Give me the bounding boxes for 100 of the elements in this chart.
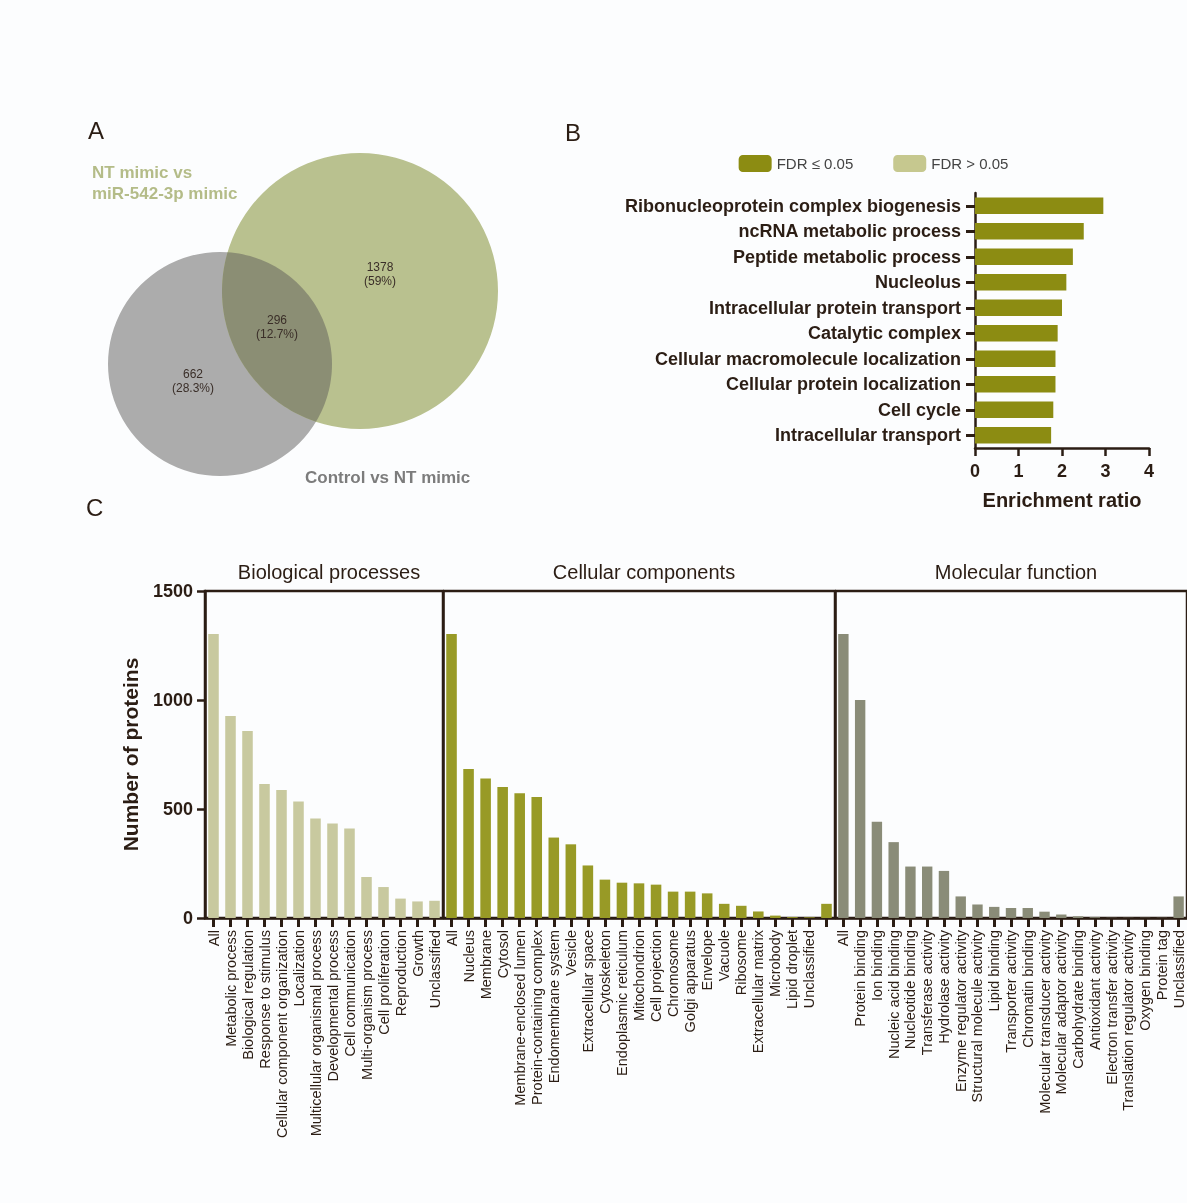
bar [975,248,1073,266]
x-tick-label: Localization [290,930,307,1007]
y-tick-label: 500 [162,799,193,819]
x-tick-label: Developmental process [324,930,341,1082]
x-tick-label: Unclassified [1170,930,1187,1009]
chart-title: Biological processes [237,561,421,583]
bar [975,324,1058,342]
x-tick-label: Cell projection [648,930,665,1022]
bar [497,786,508,918]
bar [718,903,730,918]
bar [975,350,1056,368]
y-tick-label: Cellular protein localization [725,374,961,395]
x-tick-label: Unclassified [801,930,818,1009]
bar [276,790,287,918]
x-tick-label: Vacuole [716,930,733,982]
bar [735,905,747,918]
x-tick-label: Cellular component organization [273,930,290,1138]
bar [838,633,849,918]
bar [854,700,866,918]
bar [361,877,372,918]
x-tick-label: Transferase activity [919,929,936,1056]
text: C [86,493,104,521]
bar [395,898,406,918]
bar [975,299,1062,317]
text: B [565,118,582,146]
bar [667,891,679,918]
x-tick-label: Growth [409,930,426,977]
bar [208,633,219,918]
x-tick-label: Lipid binding [986,930,1003,1012]
x-tick-label: Endoplasmic reticulum [613,930,630,1076]
bar [888,842,899,918]
bar [344,828,355,918]
bar [327,823,338,918]
bar [565,844,577,918]
x-tick-label: Membrane [477,930,494,1000]
x-tick-label: Translation regulator activity [1120,929,1137,1111]
chart-title: Molecular function [934,561,1098,583]
chart-title: Cellular components [552,561,736,583]
bar [412,901,423,918]
y-tick-label: 1000 [152,690,193,710]
x-tick-label: Molecular adaptor activity [1053,929,1070,1095]
x-tick-label: Nucleotide binding [902,930,919,1050]
bar [650,884,662,918]
x-tick-label: Multicellular organismal process [307,930,324,1137]
x-tick-label: Nucleus [460,930,477,983]
bar [975,375,1056,393]
bar [1039,911,1050,918]
x-tick-label: Membrane-enclosed lumen [511,930,528,1106]
y-tick-label: 1500 [152,581,193,601]
x-tick-label: Envelope [699,930,716,991]
x-tick-label: Cytoskeleton [596,930,613,1014]
bar [378,887,389,918]
x-tick-label: 0 [969,461,981,481]
bar [599,879,611,918]
x-axis-title: Enrichment ratio [982,489,1142,511]
x-tick-label: All [835,930,852,947]
text: NT mimic vs miR-542-3p mimic [92,163,238,203]
bar [975,273,1067,291]
bar [955,896,966,918]
x-tick-label: Carbohydrate binding [1070,930,1087,1069]
bar [242,730,253,918]
x-tick-label: Vesicle [562,930,579,976]
bar [446,633,457,918]
x-tick-label: 1 [1013,461,1024,481]
x-tick-label: Endomembrane system [545,930,562,1084]
x-tick-label: Protein binding [852,930,869,1027]
y-tick-label: Intracellular protein transport [708,297,961,318]
bar [429,900,440,918]
bar [975,426,1052,444]
x-tick-label: Oxygen binding [1137,930,1154,1031]
x-tick-label: Ribosome [733,930,750,996]
x-tick-label: Antioxidant activity [1086,929,1103,1051]
x-tick-label: Nucleic acid binding [885,930,902,1059]
x-tick-label: Transporter activity [1003,929,1019,1053]
bar [293,801,304,918]
x-tick-label: Microbody [767,929,784,997]
x-tick-label: Protein tag [1153,930,1170,1001]
y-tick-label: Cell cycle [877,399,961,420]
bar [821,903,832,918]
y-axis-title: Number of proteins [119,657,142,852]
x-tick-label: Unclassified [426,930,443,1009]
bar [1173,896,1184,918]
x-tick-label: Mitochondrion [631,930,647,1022]
y-tick-label: Cellular macromolecule localization [654,348,961,369]
y-tick-label: Peptide metabolic process [732,246,961,267]
bar [633,883,645,918]
y-tick-label: Intracellular transport [774,425,962,446]
y-tick-label: Ribonucleoprotein complex biogenesis [624,195,961,216]
x-tick-label: 3 [1100,461,1111,481]
text: 296 (12.7%) [255,313,299,341]
legend-label: FDR > 0.05 [931,155,1009,172]
x-tick-label: Extracellular matrix [750,929,767,1054]
bar [616,882,628,918]
x-tick-label: Lipid droplet [784,930,801,1009]
bar [684,891,696,918]
bar [1022,907,1033,918]
bar [259,783,270,918]
bar [548,837,560,918]
x-tick-label: All [443,930,460,947]
bar [582,865,594,918]
